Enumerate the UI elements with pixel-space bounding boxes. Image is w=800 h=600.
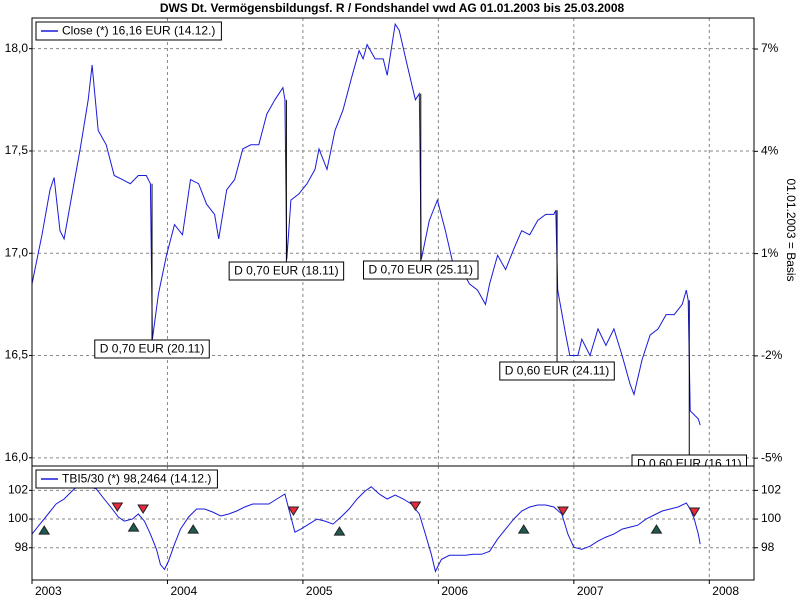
- signal-marker: [127, 522, 140, 532]
- signal-marker: [111, 502, 124, 512]
- x-tick-label: 2005: [306, 584, 333, 598]
- annotation: D 0,60 EUR (24.11): [499, 361, 615, 381]
- y2-tick-label: -2%: [761, 348, 783, 362]
- y2-tick-label: 7%: [761, 41, 779, 55]
- x-tick-label: 2006: [441, 584, 468, 598]
- signal-marker: [650, 524, 663, 534]
- signal-marker: [333, 526, 346, 536]
- annotation: D 0,60 EUR (16.11): [631, 454, 748, 471]
- annotation-box: [363, 260, 479, 280]
- y-tick-label: 17,0: [5, 245, 29, 259]
- price-line: [32, 22, 701, 426]
- x-tick-label: 2004: [170, 584, 197, 598]
- plot-frame: [31, 465, 755, 581]
- x-tick-label: 2003: [35, 584, 62, 598]
- signal-marker: [517, 524, 530, 534]
- y-tick-label: 16,0: [5, 450, 29, 464]
- annotation-box: [499, 361, 615, 381]
- annotation-text: D 0,70 EUR (18.11): [234, 264, 339, 278]
- signal-marker: [38, 525, 51, 535]
- y2-tick-label: 1%: [761, 246, 779, 260]
- annotation: D 0,70 EUR (20.11): [94, 339, 210, 359]
- plot-series: [32, 483, 701, 573]
- annotation-text: D 0,70 EUR (20.11): [100, 342, 205, 356]
- signal-marker: [409, 501, 422, 511]
- annotation: D 0,70 EUR (25.11): [363, 260, 479, 280]
- y-tick-label: 17,5: [5, 143, 29, 157]
- y2-tick-label: 100: [761, 511, 781, 525]
- y2-tick-label: 98: [761, 540, 775, 554]
- x-tick-label: 2007: [577, 584, 604, 598]
- annotation-box: [228, 261, 345, 281]
- y-tick-label: 98: [15, 540, 29, 554]
- legend-box: [35, 21, 222, 41]
- annotation-text: D 0,70 EUR (25.11): [369, 263, 474, 277]
- legend-label: TBI5/30 (*) 98,2464 (14.12.): [62, 472, 211, 486]
- plot-area: [32, 18, 754, 466]
- annotation-text: D 0,60 EUR (16.11): [637, 457, 742, 471]
- y-tick-label: 102: [8, 483, 28, 497]
- legend-box: [35, 469, 218, 489]
- x-tick-label: 2008: [712, 584, 739, 598]
- y-tick-label: 100: [8, 511, 28, 525]
- chart-title: DWS Dt. Vermögensbildungsf. R / Fondshan…: [160, 1, 625, 15]
- annotation-box: [94, 339, 210, 359]
- y2-axis-label: 01.01.2003 = Basis: [784, 178, 798, 281]
- legend-label: Close (*) 16,16 EUR (14.12.): [62, 24, 215, 38]
- signal-marker: [688, 507, 701, 517]
- y-tick-label: 18,0: [5, 41, 29, 55]
- y-tick-label: 16,5: [5, 348, 29, 362]
- annotation-box: [631, 454, 748, 466]
- annotation-text: D 0,60 EUR (24.11): [505, 364, 610, 378]
- signal-marker: [187, 524, 200, 534]
- price-line: [32, 483, 701, 573]
- y2-tick-label: -5%: [761, 450, 783, 464]
- signal-marker: [557, 506, 569, 516]
- annotation: D 0,70 EUR (18.11): [228, 261, 345, 281]
- signal-marker: [137, 504, 149, 514]
- plot-series: D 0,70 EUR (20.11) D 0,70 EUR (18.11) D 0,…: [32, 22, 748, 471]
- y2-tick-label: 4%: [761, 143, 779, 157]
- signal-marker: [287, 506, 300, 516]
- y2-tick-label: 102: [761, 483, 781, 497]
